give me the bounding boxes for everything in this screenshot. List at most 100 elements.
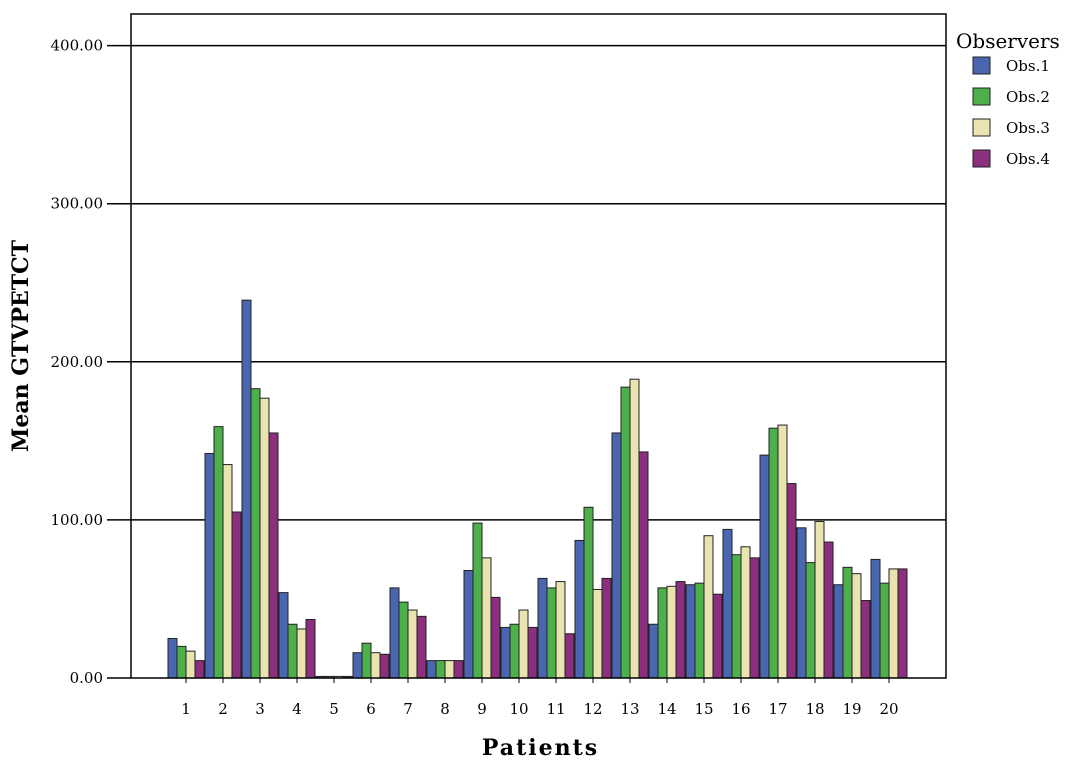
x-tick-label: 10	[509, 700, 528, 718]
gridlines	[131, 44, 946, 521]
bar-obs1-patient-13	[611, 432, 622, 679]
bar-obs2-patient-15	[694, 582, 705, 679]
bar-obs1-patient-18	[796, 527, 807, 679]
bar-obs2-patient-3	[250, 388, 261, 679]
y-tick-label: 300.00	[51, 195, 104, 213]
x-tick-label: 11	[546, 700, 565, 718]
bar-obs4-patient-11	[564, 633, 575, 679]
bar-obs1-patient-9	[463, 569, 474, 679]
bar-obs2-patient-10	[509, 623, 520, 679]
x-tick-label: 13	[620, 700, 639, 718]
x-tick-label: 6	[366, 700, 376, 718]
bar-obs1-patient-7	[389, 587, 400, 679]
bar-obs1-patient-15	[685, 584, 696, 679]
x-tick-label: 3	[255, 700, 265, 718]
bar-obs4-patient-18	[823, 541, 834, 679]
legend-swatch	[972, 56, 991, 75]
bar-obs4-patient-17	[786, 483, 797, 679]
bar-obs3-patient-10	[518, 609, 529, 679]
bar-obs3-patient-8	[444, 660, 455, 679]
y-axis: 0.00 100.00 200.00 300.00 400.00	[51, 37, 131, 687]
x-tick-label: 1	[181, 700, 191, 718]
legend-label: Obs.3	[1006, 119, 1050, 137]
x-tick-label: 9	[477, 700, 487, 718]
bar-obs2-patient-8	[435, 660, 446, 679]
bar-obs4-patient-6	[379, 653, 390, 679]
bar-obs3-patient-6	[370, 652, 381, 679]
legend-title: Observers	[956, 29, 1060, 53]
bar-obs4-patient-8	[453, 660, 464, 679]
x-axis: 1 2 3 4 5 6 7 8 9 10 11 12 13 14 15 16 17 18 19 20	[181, 678, 899, 718]
bar-obs1-patient-8	[426, 660, 437, 679]
bar-obs4-patient-1	[194, 660, 205, 679]
bar-obs2-patient-13	[620, 386, 631, 679]
bar-obs3-patient-7	[407, 609, 418, 679]
bar-obs3-patient-14	[666, 585, 677, 679]
x-tick-label: 17	[768, 700, 787, 718]
bar-obs1-patient-2	[204, 453, 215, 679]
bar-obs4-patient-2	[231, 511, 242, 679]
bar-obs4-patient-9	[490, 596, 501, 679]
bars	[167, 299, 908, 679]
x-tick-label: 14	[657, 700, 676, 718]
bar-obs3-patient-2	[222, 464, 233, 679]
bar-obs2-patient-20	[879, 582, 890, 679]
bar-obs4-patient-15	[712, 593, 723, 679]
bar-obs4-patient-13	[638, 451, 649, 679]
bar-obs2-patient-11	[546, 587, 557, 679]
bar-obs4-patient-14	[675, 581, 686, 679]
x-tick-label: 15	[694, 700, 713, 718]
bar-obs1-patient-16	[722, 528, 733, 679]
bar-obs2-patient-9	[472, 522, 483, 679]
bar-obs3-patient-4	[296, 628, 307, 679]
bar-obs3-patient-1	[185, 650, 196, 679]
x-axis-title: Patients	[482, 735, 599, 761]
bar-obs1-patient-14	[648, 623, 659, 679]
bar-obs3-patient-3	[259, 397, 270, 679]
bar-obs4-patient-20	[897, 568, 908, 679]
legend-label: Obs.1	[1006, 57, 1050, 75]
y-tick-label: 0.00	[70, 669, 103, 687]
x-tick-label: 7	[403, 700, 413, 718]
legend: Observers Obs.1 Obs.2 Obs.3 Obs.4	[956, 29, 1060, 168]
bar-obs1-patient-19	[833, 584, 844, 679]
bar-obs4-patient-19	[860, 600, 871, 679]
bar-obs1-patient-20	[870, 558, 881, 679]
x-tick-label: 12	[583, 700, 602, 718]
bar-obs3-patient-9	[481, 557, 492, 679]
y-tick-label: 100.00	[51, 511, 104, 529]
bar-obs3-patient-20	[888, 568, 899, 679]
bar-obs4-patient-7	[416, 615, 427, 679]
bar-obs1-patient-12	[574, 539, 585, 679]
bar-obs2-patient-17	[768, 427, 779, 679]
bar-obs2-patient-14	[657, 587, 668, 679]
legend-swatch	[972, 118, 991, 137]
x-tick-label: 19	[842, 700, 861, 718]
bar-obs2-patient-4	[287, 623, 298, 679]
x-tick-label: 20	[879, 700, 898, 718]
x-tick-label: 18	[805, 700, 824, 718]
x-tick-label: 8	[440, 700, 450, 718]
bar-obs2-patient-16	[731, 554, 742, 679]
bar-obs3-patient-18	[814, 520, 825, 679]
bar-obs2-patient-6	[361, 642, 372, 679]
bar-obs3-patient-17	[777, 424, 788, 679]
x-tick-label: 5	[329, 700, 339, 718]
y-axis-title: Mean GTVPETCT	[8, 239, 34, 452]
bar-obs3-patient-12	[592, 588, 603, 679]
x-tick-label: 4	[292, 700, 302, 718]
bar-obs1-patient-4	[278, 592, 289, 679]
plot-frame	[130, 13, 947, 679]
bar-obs3-patient-11	[555, 581, 566, 679]
bar-obs2-patient-12	[583, 506, 594, 679]
bar-obs4-patient-4	[305, 619, 316, 679]
y-tick-label: 400.00	[51, 37, 104, 55]
bar-obs4-patient-12	[601, 577, 612, 679]
bar-obs3-patient-15	[703, 535, 714, 679]
x-tick-label: 16	[731, 700, 750, 718]
bar-obs2-patient-1	[176, 645, 187, 679]
legend-swatch	[972, 87, 991, 106]
bar-obs1-patient-10	[500, 626, 511, 679]
